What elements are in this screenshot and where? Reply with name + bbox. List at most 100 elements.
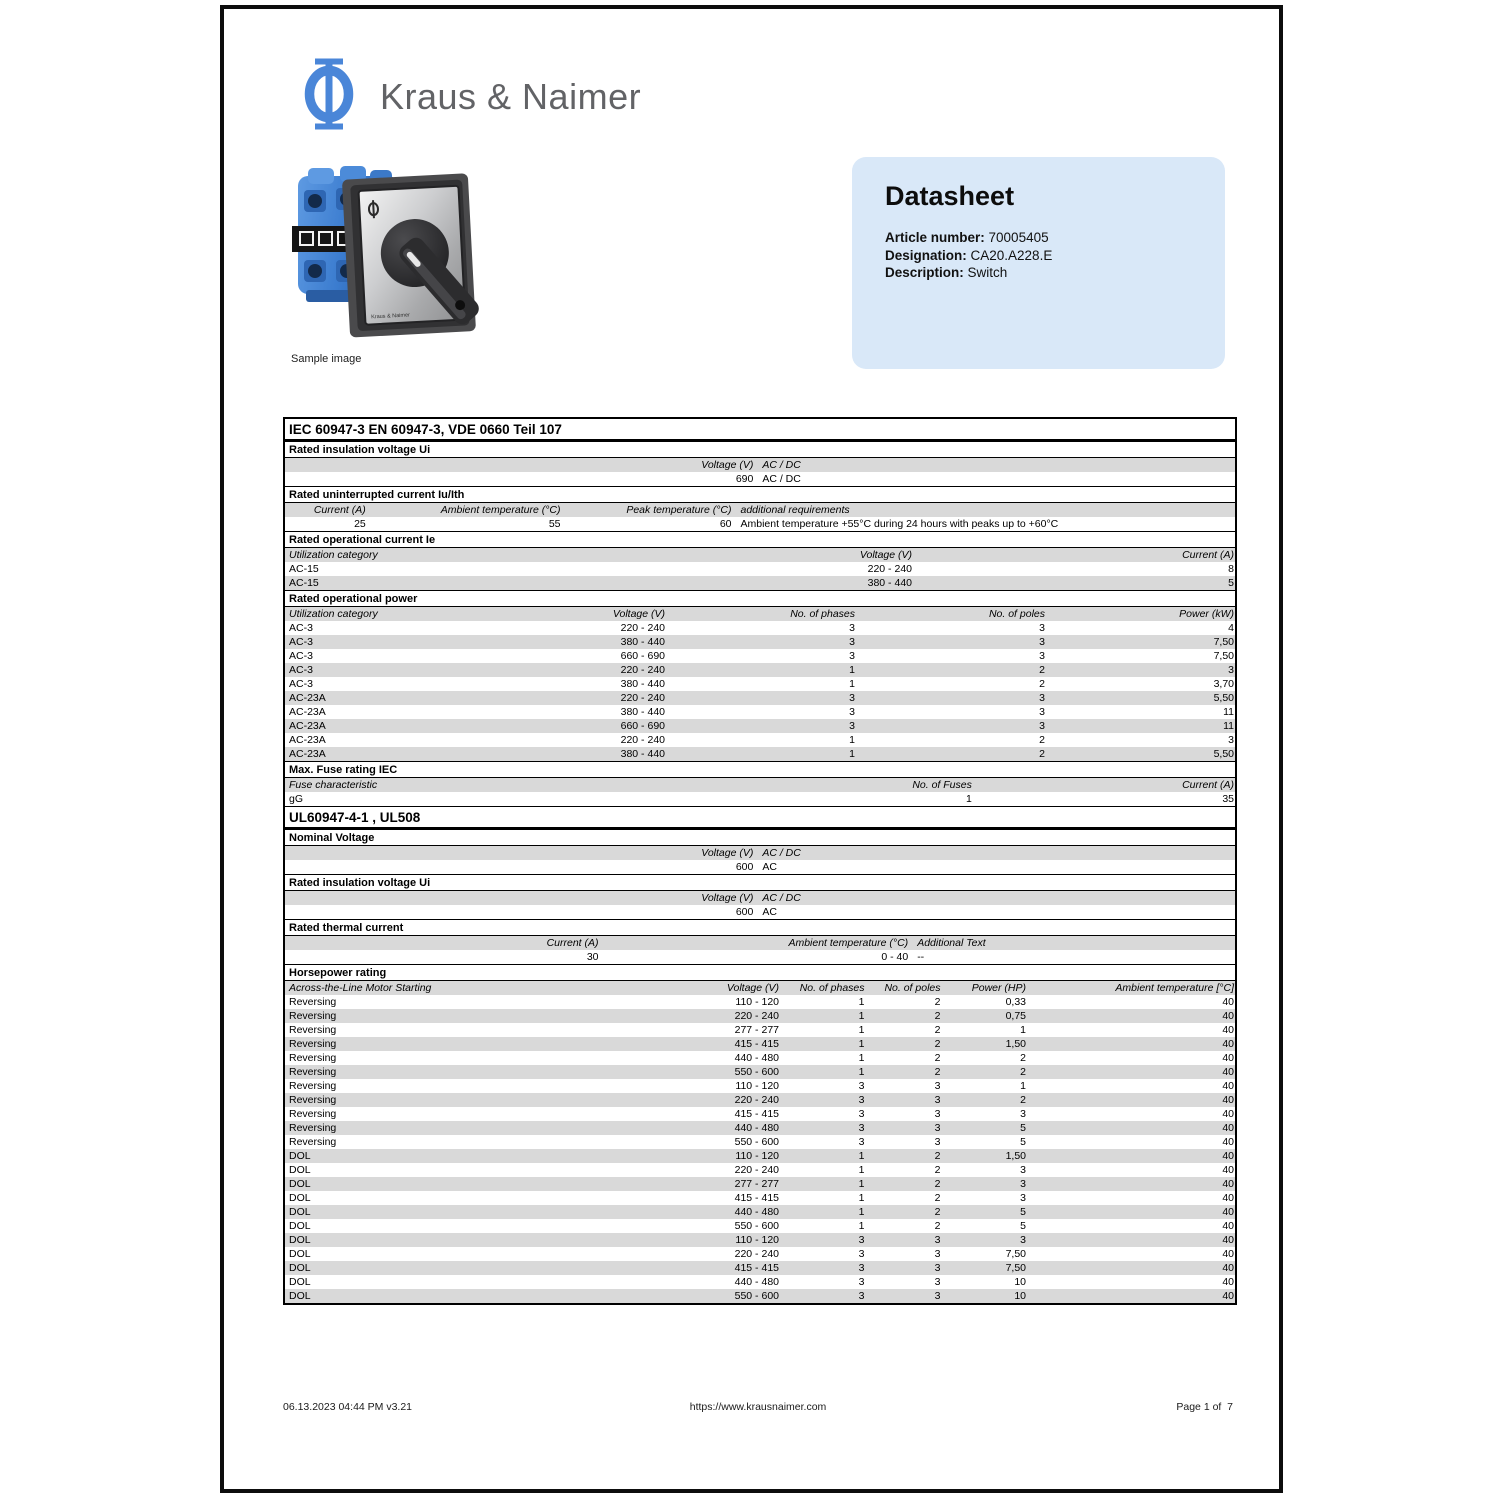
field-label: Designation:	[885, 247, 967, 263]
table-cell: 3	[1228, 734, 1234, 746]
section-header: Rated thermal current	[285, 919, 1235, 936]
table-cell: 2	[934, 1024, 941, 1036]
table-cell: 5,50	[1213, 692, 1234, 704]
table-cell: Rated thermal current	[289, 921, 404, 934]
table-cell: 220 - 240	[734, 1094, 779, 1106]
table-cell: Reversing	[289, 996, 337, 1008]
table-cell: 2	[934, 996, 941, 1008]
table-cell: 3	[849, 720, 855, 732]
table-cell: 1,50	[1005, 1038, 1026, 1050]
table-cell: 40	[1222, 1024, 1234, 1036]
table-row: gG 1 35	[285, 792, 1235, 806]
table-cell: DOL	[289, 1290, 311, 1302]
table-cell: 3	[849, 622, 855, 634]
table-cell: Voltage (V)	[701, 459, 754, 471]
table-cell: Ambient temperature (°C)	[788, 937, 909, 949]
table-cell: Reversing	[289, 1080, 337, 1092]
table-cell: DOL	[289, 1262, 311, 1274]
table-cell: Nominal Voltage	[289, 831, 375, 844]
table-cell: 440 - 480	[734, 1276, 779, 1288]
field-label: Description:	[885, 265, 964, 280]
table-row: Voltage (V) AC / DC	[285, 458, 1235, 472]
table-cell: Ambient temperature [°C]	[1115, 982, 1234, 994]
table-cell: 660 - 690	[620, 650, 665, 662]
table-row: AC-15 220 - 240 8	[285, 562, 1235, 576]
table-cell: 10	[1014, 1290, 1026, 1302]
table-cell: 2	[1020, 1066, 1026, 1078]
table-cell: 3	[849, 692, 855, 704]
table-cell: 5	[1228, 577, 1234, 589]
table-cell: 440 - 480	[734, 1122, 779, 1134]
table-row: DOL 440 - 480 1 2 5 40	[285, 1205, 1235, 1219]
table-cell: 3	[1020, 1192, 1026, 1204]
table-cell: 2	[934, 1178, 941, 1190]
table-cell: DOL	[289, 1150, 311, 1162]
table-cell: 3	[858, 1122, 865, 1134]
table-cell: 3	[858, 1136, 865, 1148]
table-cell: 1	[858, 1052, 865, 1064]
infobox-field: Description: Switch	[885, 264, 1052, 282]
product-image: Kraus & Naimer	[292, 166, 479, 338]
table-cell: 550 - 600	[734, 1290, 779, 1302]
table-cell: 220 - 240	[620, 664, 665, 676]
footer-page-number: Page 1 of 7	[1176, 1401, 1234, 1413]
table-cell: 40	[1222, 1262, 1234, 1274]
table-cell: No. of phases	[790, 608, 855, 620]
table-cell: Voltage (V)	[701, 847, 754, 859]
table-row: Across-the-Line Motor Starting Voltage (V…	[285, 981, 1235, 995]
page-footer: 06.13.2023 04:44 PM v3.21 https://www.kr…	[283, 1401, 1233, 1413]
table-row: 690 AC / DC	[285, 472, 1235, 486]
table-cell: 0 - 40	[881, 951, 909, 963]
table-cell: 3	[1039, 636, 1045, 648]
switch-front-plate: Kraus & Naimer	[342, 173, 479, 338]
table-cell: 380 - 440	[620, 706, 665, 718]
table-row: AC-23A 380 - 440 3 3 11	[285, 705, 1235, 719]
table-cell: 380 - 440	[867, 577, 912, 589]
table-cell: Reversing	[289, 1038, 337, 1050]
table-cell: 40	[1222, 1122, 1234, 1134]
footer-url: https://www.krausnaimer.com	[689, 1401, 827, 1413]
table-cell: 600	[735, 861, 754, 873]
infobox-field: Article number: 70005405	[885, 229, 1052, 247]
table-cell: 35	[1222, 793, 1234, 805]
table-row: AC-23A 220 - 240 3 3 5,50	[285, 691, 1235, 705]
table-cell: 1	[858, 1150, 865, 1162]
table-cell: 5,50	[1213, 748, 1234, 760]
table-cell: 110 - 120	[735, 996, 779, 1008]
table-cell: 1	[849, 734, 855, 746]
table-cell: Utilization category	[289, 549, 378, 561]
table-cell: 220 - 240	[620, 692, 665, 704]
table-cell: 600	[735, 906, 754, 918]
table-cell: 1	[966, 793, 972, 805]
table-cell: Voltage (V)	[859, 549, 912, 561]
table-row: 600 AC	[285, 905, 1235, 919]
table-row: Reversing 550 - 600 1 2 2 40	[285, 1065, 1235, 1079]
table-cell: 1	[849, 748, 855, 760]
table-cell: Current (A)	[313, 504, 366, 516]
table-cell: 415 - 415	[734, 1262, 779, 1274]
table-cell: 40	[1222, 1248, 1234, 1260]
table-row: Reversing 220 - 240 3 3 2 40	[285, 1093, 1235, 1107]
table-cell: 380 - 440	[620, 636, 665, 648]
table-cell: 40	[1222, 996, 1234, 1008]
table-cell: No. of poles	[988, 608, 1045, 620]
table-cell: Voltage (V)	[726, 982, 779, 994]
table-cell: 40	[1222, 1010, 1234, 1022]
field-value: 70005405	[984, 230, 1049, 245]
table-cell: 3	[934, 1136, 941, 1148]
table-cell: 40	[1222, 1192, 1234, 1204]
table-row: AC-23A 660 - 690 3 3 11	[285, 719, 1235, 733]
table-cell: 1	[858, 1038, 865, 1050]
sample-image-caption: Sample image	[291, 353, 362, 365]
table-cell: AC / DC	[762, 892, 801, 904]
table-cell: Power (HP)	[971, 982, 1026, 994]
table-row: Reversing 415 - 415 3 3 3 40	[285, 1107, 1235, 1121]
table-cell: 40	[1222, 1220, 1234, 1232]
table-cell: Reversing	[289, 1066, 337, 1078]
table-cell: Utilization category	[289, 608, 378, 620]
table-cell: 3	[934, 1122, 941, 1134]
table-cell: 1	[858, 1192, 865, 1204]
table-row: Reversing 440 - 480 1 2 2 40	[285, 1051, 1235, 1065]
table-cell: 2	[1039, 748, 1045, 760]
table-cell: 30	[586, 951, 599, 963]
